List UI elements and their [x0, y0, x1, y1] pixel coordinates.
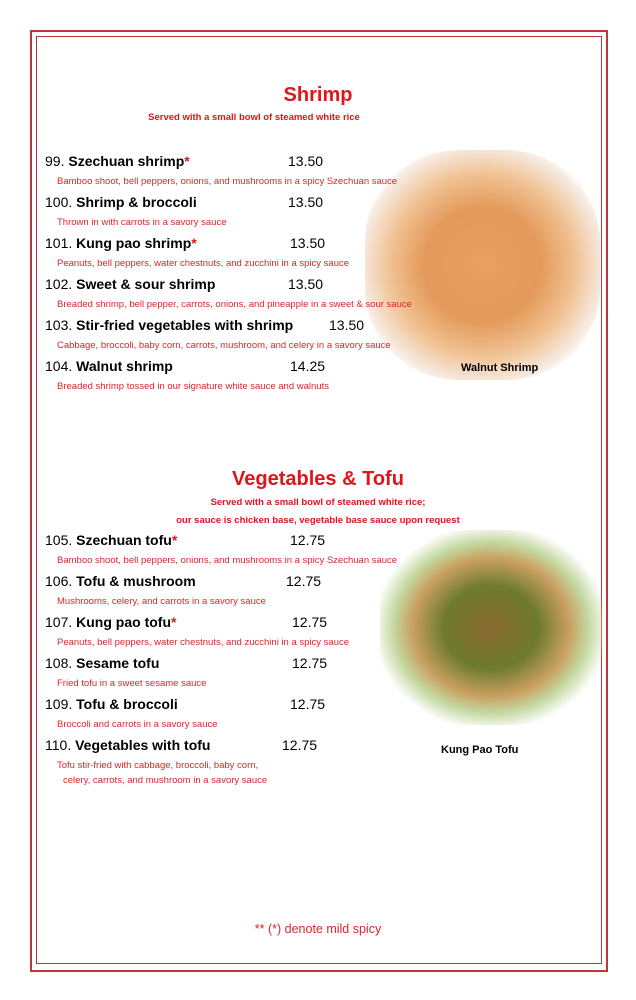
item-price: 12.75 — [290, 696, 326, 712]
outer-border — [30, 30, 608, 972]
menu-item: 101. Kung pao shrimp* — [45, 235, 197, 252]
item-number: 101. — [45, 235, 73, 251]
item-name: Walnut shrimp — [76, 358, 173, 374]
item-name: Kung pao shrimp — [76, 235, 192, 251]
inner-border — [36, 36, 602, 964]
item-number: 109. — [45, 696, 73, 712]
item-description: Tofu stir-fried with cabbage, broccoli, … — [57, 760, 259, 771]
section-subtitle: our sauce is chicken base, vegetable bas… — [176, 515, 460, 526]
menu-item: 107. Kung pao tofu* — [45, 614, 176, 631]
item-description: Fried tofu in a sweet sesame sauce — [57, 678, 207, 689]
item-price: 12.75 — [286, 573, 322, 589]
item-price: 12.75 — [282, 737, 318, 753]
menu-item: 103. Stir-fried vegetables with shrimp — [45, 317, 293, 334]
item-number: 110. — [45, 737, 72, 753]
item-description: Broccoli and carrots in a savory sauce — [57, 719, 218, 730]
item-description: Bamboo shoot, bell peppers, onions, and … — [57, 555, 398, 566]
section-subtitle: Served with a small bowl of steamed whit… — [210, 497, 426, 508]
item-number: 103. — [45, 317, 73, 333]
spicy-legend: ** (*) denote mild spicy — [254, 922, 382, 936]
item-price: 13.50 — [290, 235, 326, 251]
item-name: Tofu & mushroom — [76, 573, 196, 589]
spicy-marker: * — [171, 532, 178, 548]
spicy-marker: * — [191, 235, 197, 251]
walnut-shrimp-photo — [365, 150, 600, 380]
item-price: 14.25 — [290, 358, 326, 374]
menu-item: 109. Tofu & broccoli — [45, 696, 178, 713]
item-name: Szechuan shrimp — [68, 153, 185, 169]
item-description: Bamboo shoot, bell peppers, onions, and … — [57, 176, 398, 187]
item-name: Tofu & broccoli — [76, 696, 178, 712]
item-price: 12.75 — [290, 532, 326, 548]
item-description: Peanuts, bell peppers, water chestnuts, … — [57, 258, 350, 269]
item-price: 13.50 — [288, 153, 324, 169]
item-price: 13.50 — [288, 276, 324, 292]
image-caption: Kung Pao Tofu — [441, 744, 519, 756]
item-number: 102. — [45, 276, 73, 292]
item-description: Mushrooms, celery, and carrots in a savo… — [57, 596, 266, 607]
item-number: 106. — [45, 573, 73, 589]
item-name: Vegetables with tofu — [75, 737, 211, 753]
kung-pao-tofu-photo — [380, 530, 602, 725]
item-number: 99. — [45, 153, 65, 169]
item-name: Stir-fried vegetables with shrimp — [76, 317, 294, 333]
item-description: Thrown in with carrots in a savory sauce — [57, 217, 227, 228]
item-description: Peanuts, bell peppers, water chestnuts, … — [57, 637, 350, 648]
section-title-vegetables-tofu: Vegetables & Tofu — [232, 468, 404, 490]
menu-item: 102. Sweet & sour shrimp — [45, 276, 215, 293]
item-description: Cabbage, broccoli, baby corn, carrots, m… — [57, 340, 391, 351]
item-price: 12.75 — [292, 655, 328, 671]
spicy-marker: * — [184, 153, 190, 169]
image-caption: Walnut Shrimp — [461, 362, 539, 374]
item-number: 107. — [45, 614, 73, 630]
section-title-shrimp: Shrimp — [283, 84, 353, 106]
item-price: 13.50 — [329, 317, 365, 333]
item-name: Kung pao tofu — [76, 614, 172, 630]
menu-item: 104. Walnut shrimp — [45, 358, 173, 375]
item-description: celery, carrots, and mushroom in a savor… — [63, 775, 268, 786]
menu-item: 110. Vegetables with tofu — [45, 737, 210, 754]
item-price: 13.50 — [288, 194, 324, 210]
item-name: Szechuan tofu — [76, 532, 172, 548]
item-name: Shrimp & broccoli — [76, 194, 197, 210]
item-name: Sweet & sour shrimp — [76, 276, 216, 292]
item-description: Breaded shrimp tossed in our signature w… — [57, 381, 329, 392]
spicy-marker: * — [171, 614, 177, 630]
item-price: 12.75 — [292, 614, 328, 630]
menu-item: 99. Szechuan shrimp* — [45, 153, 190, 170]
item-number: 104. — [45, 358, 73, 374]
menu-item: 108. Sesame tofu — [45, 655, 159, 672]
item-number: 105. — [45, 532, 73, 548]
item-name: Sesame tofu — [76, 655, 160, 671]
menu-item: 106. Tofu & mushroom — [45, 573, 196, 590]
item-number: 100. — [45, 194, 73, 210]
section-subtitle: Served with a small bowl of steamed whit… — [148, 112, 360, 123]
menu-item: 100. Shrimp & broccoli — [45, 194, 197, 211]
item-description: Breaded shrimp, bell pepper, carrots, on… — [57, 299, 412, 310]
menu-item: 105. Szechuan tofu* — [45, 532, 177, 549]
item-number: 108. — [45, 655, 73, 671]
